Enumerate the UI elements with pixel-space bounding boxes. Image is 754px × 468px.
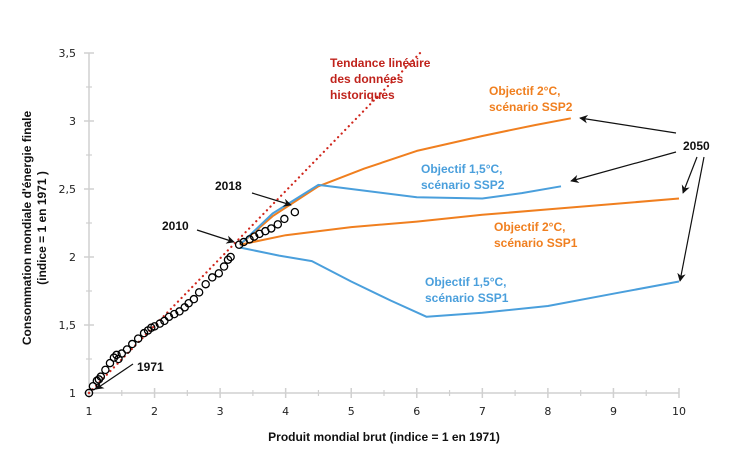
annotation-o15-ssp2-line1: Objectif 1,5°C, (421, 162, 503, 176)
data-point (214, 269, 224, 278)
arrow-2010 (196, 229, 235, 244)
data-point (184, 298, 193, 308)
data-point (280, 214, 289, 224)
y-ticks: 1 1,5 2 2,5 3 3,5 (59, 47, 94, 400)
annotation-trend-line2: des données (330, 72, 404, 86)
arrow-2050-o2-ssp1 (681, 156, 698, 194)
x-tick-label: 3 (217, 405, 224, 418)
x-tick-label: 2 (151, 405, 158, 418)
data-point (155, 319, 165, 328)
annotation-2018: 2018 (215, 179, 242, 193)
data-point (122, 345, 132, 354)
annotation-2010: 2010 (162, 219, 189, 233)
data-point (105, 358, 115, 368)
y-tick-label: 3,5 (59, 47, 77, 60)
series-line-objectif-1-5-c-scenario-ssp1 (239, 246, 680, 318)
x-tick-label: 10 (672, 405, 686, 418)
series-line-objectif-2-c-scenario-ssp1 (239, 197, 680, 246)
annotation-trend-line1: Tendance linéaire (330, 56, 431, 70)
annotation-trend-line3: historiques (330, 88, 395, 102)
y-axis-title-line1: Consommation mondiale d'énergie finale (20, 111, 34, 346)
data-point (219, 262, 229, 271)
annotation-o2-ssp1-line1: Objectif 2°C, (494, 220, 565, 234)
x-axis-title: Produit mondial brut (indice = 1 en 1971… (268, 430, 500, 444)
data-point (101, 365, 110, 375)
annotation-o15-ssp1-line1: Objectif 1,5°C, (425, 275, 507, 289)
y-axis-title-line2: (indice = 1 en 1971 ) (35, 171, 49, 285)
data-point (207, 273, 217, 282)
data-point (189, 294, 199, 304)
data-point (112, 350, 121, 360)
annotation-o15-ssp2: Objectif 1,5°C, scénario SSP2 (421, 162, 505, 192)
annotation-o15-ssp1: Objectif 1,5°C, scénario SSP1 (425, 275, 509, 305)
x-tick-label: 9 (610, 405, 617, 418)
x-tick-label: 8 (544, 405, 551, 418)
x-ticks: 1 2 3 4 5 6 7 8 9 10 (86, 388, 686, 418)
data-point (201, 279, 210, 289)
data-point (96, 372, 106, 381)
data-point (290, 207, 300, 217)
y-tick-label: 2 (69, 251, 76, 264)
annotation-arrows (95, 115, 705, 390)
annotation-2050: 2050 (683, 139, 710, 153)
arrow-2018 (251, 192, 292, 207)
arrow-2050-o15-ssp1 (677, 156, 705, 282)
annotation-1971: 1971 (137, 360, 164, 374)
x-tick-label: 6 (413, 405, 420, 418)
series-layer (84, 51, 680, 398)
y-tick-label: 1,5 (59, 319, 77, 332)
annotation-o2-ssp2-line1: Objectif 2°C, (489, 84, 560, 98)
x-tick-label: 5 (348, 405, 355, 418)
annotation-o15-ssp1-line2: scénario SSP1 (425, 291, 509, 305)
data-point (117, 349, 127, 358)
y-axis-title: Consommation mondiale d'énergie finale (… (20, 111, 49, 346)
data-point (109, 353, 119, 362)
y-tick-label: 1 (69, 387, 76, 400)
data-point (175, 307, 184, 316)
y-tick-label: 3 (69, 115, 76, 128)
arrow-2050-o15-ssp2 (570, 151, 677, 184)
annotation-o2-ssp2-line2: scénario SSP2 (489, 100, 573, 114)
series-line-objectif-1-5-c-scenario-ssp2 (239, 183, 562, 246)
annotation-o2-ssp1: Objectif 2°C, scénario SSP1 (494, 220, 578, 250)
data-point (84, 388, 94, 398)
arrow-2050-o2-ssp2 (579, 115, 677, 134)
series-historical (84, 207, 300, 398)
data-point (194, 288, 204, 297)
data-point (234, 240, 244, 250)
x-tick-label: 1 (86, 405, 93, 418)
annotation-trend: Tendance linéaire des données historique… (330, 56, 431, 102)
y-tick-label: 2,5 (59, 183, 77, 196)
data-point (223, 255, 233, 264)
data-point (133, 334, 143, 343)
axes: 1 1,5 2 2,5 3 3,5 1 2 3 4 5 6 7 8 9 10 (59, 47, 687, 418)
data-point (266, 224, 276, 233)
annotation-o15-ssp2-line2: scénario SSP2 (421, 178, 505, 192)
x-tick-label: 4 (282, 405, 289, 418)
arrow-1971 (95, 363, 134, 390)
data-point (245, 235, 254, 244)
data-point (128, 339, 137, 349)
data-point (273, 220, 283, 229)
annotation-o2-ssp2: Objectif 2°C, scénario SSP2 (489, 84, 573, 114)
data-point (226, 252, 235, 262)
annotation-o2-ssp1-line2: scénario SSP1 (494, 236, 578, 250)
series-line-objectif-2-c-scenario-ssp2 (239, 117, 571, 246)
x-tick-label: 7 (479, 405, 486, 418)
